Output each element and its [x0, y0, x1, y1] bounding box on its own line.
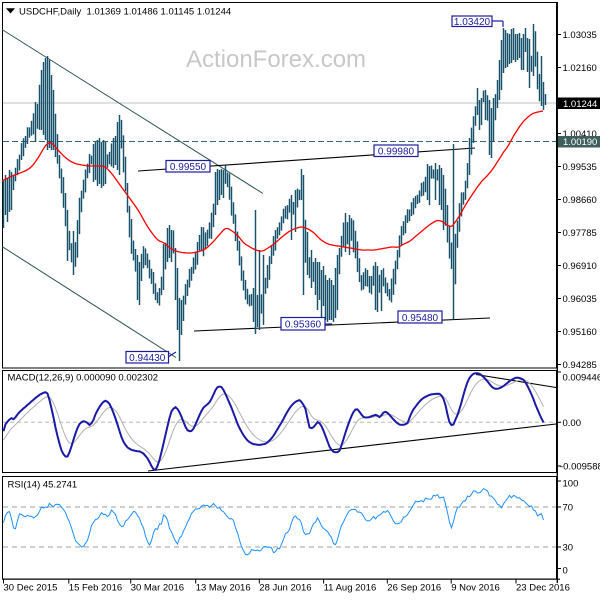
- svg-text:0.96910: 0.96910: [563, 261, 597, 272]
- svg-text:0.99980: 0.99980: [378, 147, 415, 158]
- svg-text:15 Feb 2016: 15 Feb 2016: [69, 583, 122, 594]
- svg-text:0.009446: 0.009446: [563, 373, 600, 384]
- svg-text:23 Dec 2016: 23 Dec 2016: [516, 583, 570, 594]
- svg-text:13 May 2016: 13 May 2016: [196, 583, 251, 594]
- svg-text:-0.009588: -0.009588: [560, 462, 600, 473]
- svg-text:0.96035: 0.96035: [563, 294, 597, 305]
- svg-text:0.99535: 0.99535: [563, 162, 597, 173]
- svg-text:30: 30: [563, 543, 574, 554]
- svg-text:USDCHF,Daily 1.01369 1.01486: USDCHF,Daily 1.01369 1.01486 1.01145 1.0…: [19, 7, 231, 18]
- svg-text:0: 0: [563, 566, 568, 577]
- svg-text:0.99550: 0.99550: [170, 162, 207, 173]
- svg-text:1.00190: 1.00190: [563, 137, 597, 148]
- svg-text:ActionForex.com: ActionForex.com: [186, 46, 366, 73]
- svg-text:0.95160: 0.95160: [563, 327, 597, 338]
- svg-text:0.97785: 0.97785: [563, 228, 597, 239]
- svg-text:0.98660: 0.98660: [563, 195, 597, 206]
- svg-text:MACD(12,26,9) 0.000090 0.00230: MACD(12,26,9) 0.000090 0.002302: [8, 373, 159, 384]
- svg-text:70: 70: [563, 503, 574, 514]
- svg-text:1.00410: 1.00410: [563, 129, 597, 140]
- svg-text:11 Aug 2016: 11 Aug 2016: [324, 583, 377, 594]
- svg-text:0.94285: 0.94285: [563, 360, 597, 371]
- svg-text:1.03035: 1.03035: [563, 30, 597, 41]
- svg-text:1.01244: 1.01244: [563, 99, 597, 110]
- svg-text:9 Nov 2016: 9 Nov 2016: [451, 583, 500, 594]
- svg-text:26 Sep 2016: 26 Sep 2016: [387, 583, 441, 594]
- svg-text:0.00: 0.00: [563, 418, 582, 429]
- svg-text:1.03420: 1.03420: [454, 17, 491, 28]
- svg-text:RSI(14) 45.2741: RSI(14) 45.2741: [8, 480, 78, 491]
- svg-text:100: 100: [563, 479, 579, 490]
- svg-text:0.94430: 0.94430: [129, 353, 166, 364]
- svg-text:30 Dec 2015: 30 Dec 2015: [4, 583, 58, 594]
- svg-text:1.02160: 1.02160: [563, 63, 597, 74]
- svg-text:0.95480: 0.95480: [402, 313, 439, 324]
- svg-text:0.95360: 0.95360: [285, 320, 322, 331]
- svg-text:28 Jun 2016: 28 Jun 2016: [259, 583, 311, 594]
- svg-text:30 Mar 2016: 30 Mar 2016: [131, 583, 184, 594]
